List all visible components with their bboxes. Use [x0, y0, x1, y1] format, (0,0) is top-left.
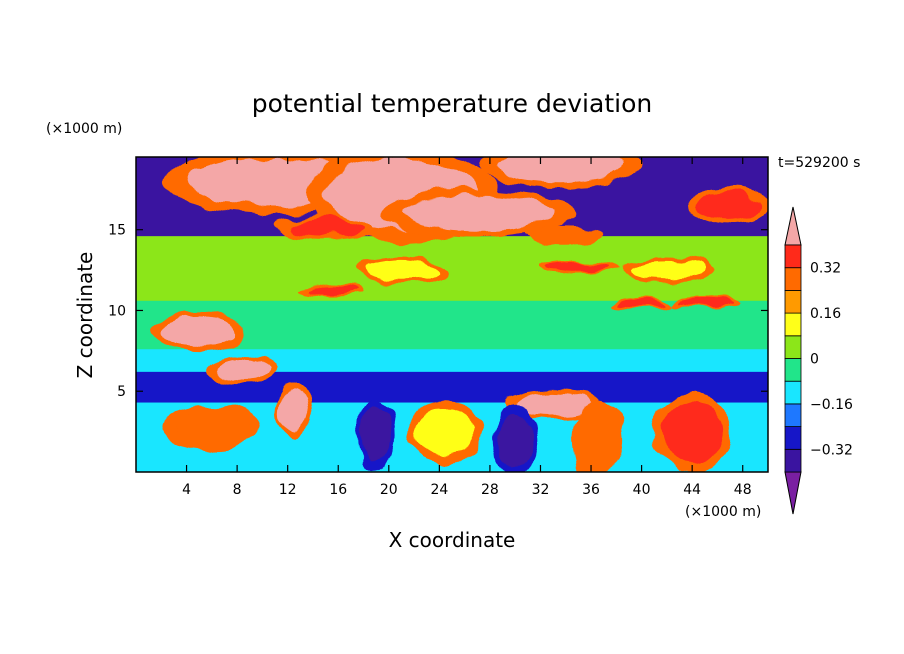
heatmap-feature-11	[616, 297, 667, 308]
heatmap-feature-8	[215, 358, 272, 382]
heatmap-feature-10	[515, 392, 592, 416]
x-tick-label-10: 44	[683, 482, 701, 498]
colorbar-max-arrow	[784, 206, 802, 246]
heatmap-feature-5	[287, 218, 364, 235]
x-tick-label-5: 24	[430, 482, 448, 498]
heatmap-feature-7	[161, 316, 238, 347]
colorbar-swatch-9	[784, 244, 802, 269]
heatmap-feature-9	[278, 391, 310, 430]
y-unit-label: (×1000 m)	[46, 121, 122, 137]
heatmap-feature-18	[577, 410, 618, 469]
heatmap-field	[136, 157, 768, 472]
time-label: t=529200 s	[778, 155, 860, 171]
x-tick-label-11: 48	[734, 482, 752, 498]
colorbar-swatch-2	[784, 403, 802, 427]
x-tick-label-2: 12	[279, 482, 297, 498]
x-tick-label-4: 20	[380, 482, 398, 498]
heatmap-feature-12	[679, 297, 731, 308]
y-tick-label-1: 10	[108, 303, 126, 319]
x-tick-label-8: 36	[582, 482, 600, 498]
heatmap-feature-2	[401, 195, 554, 232]
heatmap-feature-22	[628, 260, 705, 280]
heatmap-feature-19	[660, 404, 724, 463]
heatmap-feature-21	[363, 260, 440, 280]
colorbar-swatch-3	[784, 380, 802, 405]
heatmap-feature-13	[306, 286, 358, 296]
x-tick-label-7: 32	[532, 482, 550, 498]
colorbar-swatch-7	[784, 289, 802, 314]
colorbar-min-arrow	[784, 471, 802, 515]
x-tick-label-6: 28	[481, 482, 499, 498]
colorbar-swatch-6	[784, 312, 802, 337]
heatmap-feature-15	[360, 409, 392, 461]
heatmap-feature-20	[173, 410, 250, 443]
colorbar-label-3: −0.16	[810, 397, 853, 413]
heatmap-feature-6	[534, 228, 598, 242]
x-tick-label-9: 40	[633, 482, 651, 498]
colorbar-label-4: −0.32	[810, 442, 853, 458]
y-axis: 5 10 15	[108, 223, 768, 400]
heatmap-feature-3	[496, 157, 623, 182]
y-tick-label-0: 5	[117, 384, 126, 400]
colorbar-label-0: 0.32	[810, 261, 841, 277]
heatmap-band-3	[136, 349, 768, 373]
colorbar-swatch-8	[784, 267, 802, 291]
x-tick-label-1: 8	[233, 482, 242, 498]
colorbar-swatch-5	[784, 335, 802, 359]
x-tick-label-0: 4	[182, 482, 191, 498]
colorbar-label-2: 0	[810, 352, 819, 368]
chart-title: potential temperature deviation	[252, 89, 652, 118]
y-axis-label: Z coordinate	[73, 252, 97, 379]
heatmap-feature-16	[415, 409, 477, 455]
heatmap-feature-4	[698, 192, 762, 219]
colorbar: 0.32 0.16 0 −0.16 −0.32	[784, 206, 853, 515]
heatmap-feature-17	[497, 413, 533, 466]
x-unit-label: (×1000 m)	[685, 504, 761, 520]
x-tick-label-3: 16	[329, 482, 347, 498]
x-axis-label: X coordinate	[389, 528, 516, 552]
colorbar-label-1: 0.16	[810, 306, 841, 322]
plot-frame	[135, 156, 769, 473]
heatmap-features	[151, 157, 768, 472]
colorbar-swatch-0	[784, 448, 802, 473]
colorbar-swatch-1	[784, 426, 802, 450]
y-tick-label-2: 15	[108, 223, 126, 239]
colorbar-swatch-4	[784, 358, 802, 382]
heatmap-feature-14	[546, 263, 611, 274]
x-axis: 4 8 12 16 20 24 28 32 36 40 44 48	[182, 157, 752, 498]
